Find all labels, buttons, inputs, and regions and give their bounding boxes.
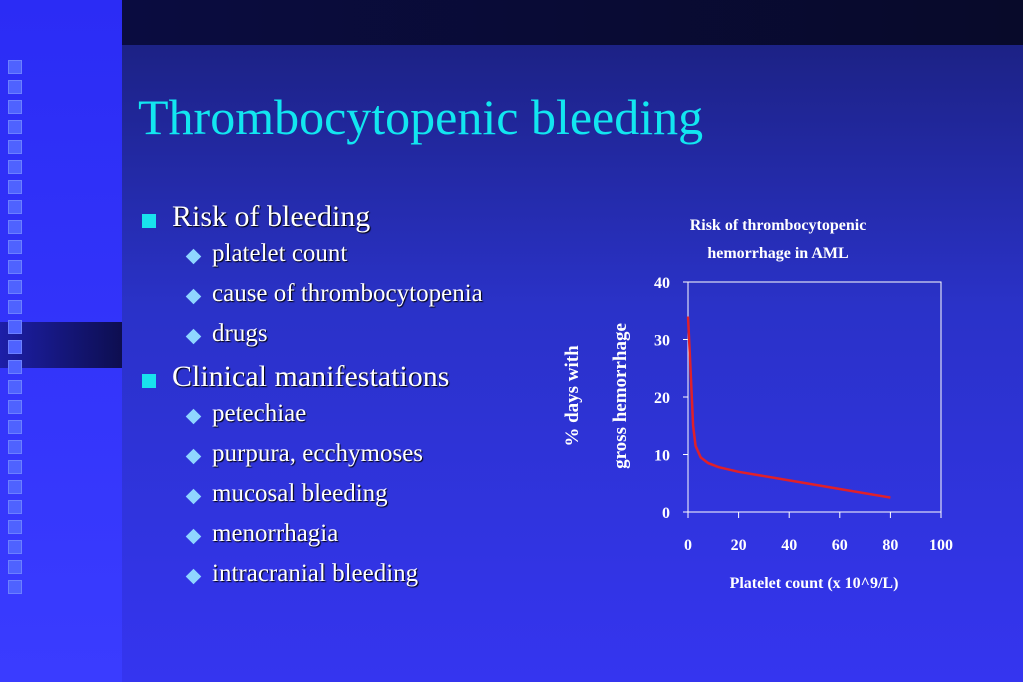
decorative-square <box>8 580 22 594</box>
x-tick-label: 80 <box>882 537 898 554</box>
hemorrhage-chart: Risk of thrombocytopenic hemorrhage in A… <box>562 217 953 592</box>
sub-bullet: mucosal bleeding <box>140 480 570 520</box>
y-axis: 0 10 20 30 40 <box>654 275 688 522</box>
decorative-square <box>8 160 22 174</box>
sub-bullet-label: mucosal bleeding <box>212 480 388 507</box>
decorative-square <box>8 400 22 414</box>
y-tick-label: 40 <box>654 275 670 292</box>
sub-bullet: cause of thrombocytopenia <box>140 280 570 320</box>
decorative-square <box>8 60 22 74</box>
y-tick-label: 0 <box>662 505 670 522</box>
decorative-square <box>8 320 22 334</box>
sub-bullet-label: menorrhagia <box>212 520 339 547</box>
decorative-square <box>8 220 22 234</box>
x-tick-label: 40 <box>781 537 797 554</box>
bullet-risk: Risk of bleeding <box>140 200 570 240</box>
decorative-square <box>8 380 22 394</box>
slide-title: Thrombocytopenic bleeding <box>138 89 704 145</box>
sub-bullet-label: purpura, ecchymoses <box>212 440 424 467</box>
sub-bullet-label: intracranial bleeding <box>212 560 419 587</box>
diamond-bullet-icon <box>185 328 202 345</box>
decorative-square <box>8 100 22 114</box>
sub-bullet-label: cause of thrombocytopenia <box>212 280 483 307</box>
y-tick-label: 20 <box>654 390 670 407</box>
sub-bullet-label: petechiae <box>212 400 307 427</box>
top-decorative-band <box>122 0 1023 45</box>
diamond-bullet-icon <box>185 448 202 465</box>
sub-bullet: drugs <box>140 320 570 360</box>
decorative-square <box>8 140 22 154</box>
decorative-square <box>8 80 22 94</box>
square-bullet-icon <box>142 214 156 228</box>
decorative-square <box>8 500 22 514</box>
chart-title-line-2: hemorrhage in AML <box>707 245 848 262</box>
x-tick-label: 0 <box>684 537 692 554</box>
square-bullet-icon <box>142 374 156 388</box>
decorative-square <box>8 540 22 554</box>
bullet-clinical: Clinical manifestations <box>140 360 570 400</box>
decorative-square <box>8 340 22 354</box>
decorative-square <box>8 520 22 534</box>
diamond-bullet-icon <box>185 488 202 505</box>
sub-bullet: purpura, ecchymoses <box>140 440 570 480</box>
diamond-bullet-icon <box>185 248 202 265</box>
y-tick-label: 10 <box>654 448 670 465</box>
decorative-squares <box>8 60 26 600</box>
decorative-square <box>8 360 22 374</box>
decorative-square <box>8 200 22 214</box>
decorative-square <box>8 300 22 314</box>
sub-bullet: platelet count <box>140 240 570 280</box>
x-tick-label: 60 <box>832 537 848 554</box>
decorative-square <box>8 460 22 474</box>
decorative-square <box>8 180 22 194</box>
bullet-label: Risk of bleeding <box>172 200 371 233</box>
decorative-square <box>8 480 22 494</box>
bullet-list: Risk of bleeding platelet count cause of… <box>140 200 570 600</box>
diamond-bullet-icon <box>185 568 202 585</box>
plot-frame <box>687 281 942 513</box>
x-tick-label: 20 <box>731 537 747 554</box>
sub-bullet-label: drugs <box>212 320 268 347</box>
x-axis-label: Platelet count (x 10^9/L) <box>730 575 899 592</box>
decorative-square <box>8 280 22 294</box>
y-axis-label-line-2: gross hemorrhage <box>610 323 631 469</box>
sub-bullet: intracranial bleeding <box>140 560 570 600</box>
sub-bullet: petechiae <box>140 400 570 440</box>
x-tick-label: 100 <box>929 537 953 554</box>
decorative-square <box>8 420 22 434</box>
diamond-bullet-icon <box>185 288 202 305</box>
decorative-square <box>8 260 22 274</box>
chart-title-line-1: Risk of thrombocytopenic <box>690 217 867 234</box>
sub-bullet: menorrhagia <box>140 520 570 560</box>
bullet-label: Clinical manifestations <box>172 360 450 393</box>
series-line <box>686 316 891 499</box>
decorative-square <box>8 560 22 574</box>
diamond-bullet-icon <box>185 528 202 545</box>
sub-bullet-label: platelet count <box>212 240 348 267</box>
y-axis-label-line-1: % days with <box>562 345 583 447</box>
decorative-square <box>8 120 22 134</box>
decorative-square <box>8 440 22 454</box>
y-tick-label: 30 <box>654 333 670 350</box>
x-axis: 0 20 40 60 80 100 <box>684 512 953 554</box>
diamond-bullet-icon <box>185 408 202 425</box>
decorative-square <box>8 240 22 254</box>
